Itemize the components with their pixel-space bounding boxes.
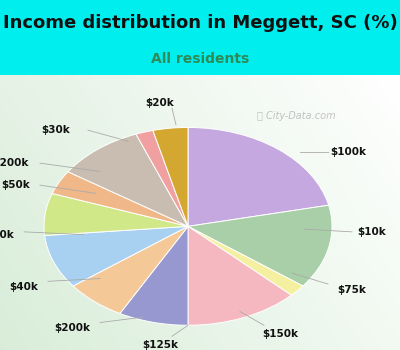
Text: Income distribution in Meggett, SC (%): Income distribution in Meggett, SC (%) bbox=[3, 14, 397, 32]
Text: $200k: $200k bbox=[54, 323, 90, 333]
Text: $75k: $75k bbox=[338, 285, 366, 295]
Wedge shape bbox=[52, 172, 188, 226]
Wedge shape bbox=[188, 226, 291, 325]
Text: $100k: $100k bbox=[330, 147, 366, 157]
Wedge shape bbox=[120, 226, 188, 325]
Wedge shape bbox=[188, 127, 329, 226]
Text: $150k: $150k bbox=[262, 329, 298, 338]
Text: $60k: $60k bbox=[0, 230, 14, 240]
Text: $40k: $40k bbox=[10, 282, 38, 292]
Wedge shape bbox=[153, 127, 188, 226]
Text: $125k: $125k bbox=[142, 340, 178, 350]
Text: $20k: $20k bbox=[146, 98, 174, 108]
Wedge shape bbox=[188, 226, 303, 295]
Text: Ⓢ City-Data.com: Ⓢ City-Data.com bbox=[257, 111, 335, 121]
Text: $30k: $30k bbox=[42, 125, 70, 135]
Text: > $200k: > $200k bbox=[0, 158, 28, 168]
Text: $10k: $10k bbox=[358, 227, 386, 237]
Text: All residents: All residents bbox=[151, 52, 249, 66]
Wedge shape bbox=[136, 131, 188, 226]
Wedge shape bbox=[68, 134, 188, 226]
Text: $50k: $50k bbox=[2, 180, 30, 190]
Wedge shape bbox=[44, 194, 188, 236]
Wedge shape bbox=[188, 205, 332, 286]
Wedge shape bbox=[73, 226, 188, 314]
Wedge shape bbox=[45, 226, 188, 286]
